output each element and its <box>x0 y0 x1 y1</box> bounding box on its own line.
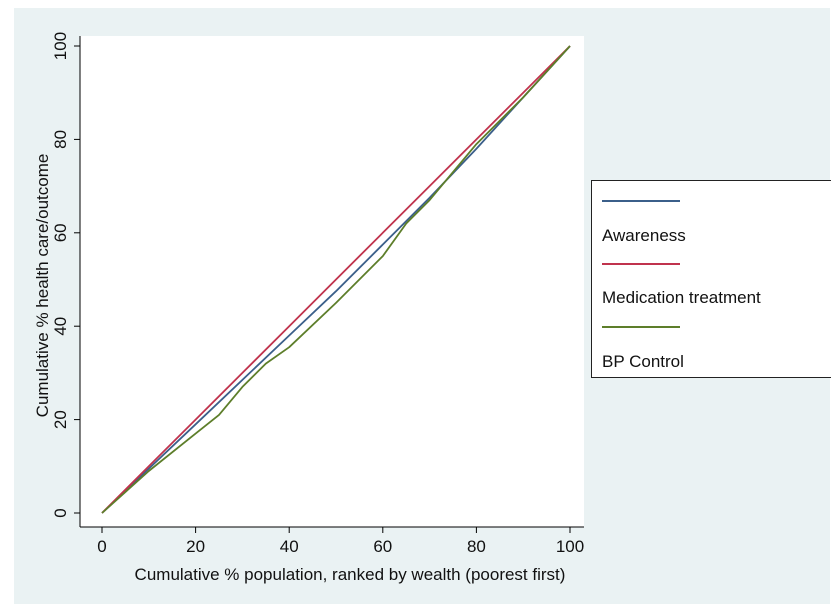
series-line-3 <box>101 45 571 514</box>
legend-swatch-1 <box>602 200 680 202</box>
legend: Awareness Medication treatment BP Contro… <box>591 180 831 378</box>
x-tick-label: 80 <box>467 537 486 556</box>
y-tick-label: 60 <box>51 223 70 242</box>
y-tick-label: 80 <box>51 130 70 149</box>
legend-label-awareness: Awareness <box>602 226 686 245</box>
y-tick-label: 20 <box>51 410 70 429</box>
x-tick-label: 60 <box>373 537 392 556</box>
legend-swatch-3 <box>602 326 680 328</box>
y-tick-label: 40 <box>51 317 70 336</box>
legend-swatch-2 <box>602 263 680 265</box>
y-tick-label: 100 <box>51 32 70 60</box>
series-line-1 <box>101 45 571 514</box>
x-axis-label: Cumulative % population, ranked by wealt… <box>135 565 566 584</box>
series-line-2 <box>101 45 571 514</box>
y-axis-label: Cumulative % health care/outcome <box>33 154 52 418</box>
x-tick-label: 40 <box>280 537 299 556</box>
x-tick-label: 100 <box>556 537 584 556</box>
legend-label-bp-control: BP Control <box>602 352 684 371</box>
y-tick-label: 0 <box>51 508 70 517</box>
x-tick-label: 0 <box>97 537 106 556</box>
plot-area <box>80 36 584 527</box>
legend-label-medication-treatment: Medication treatment <box>602 288 761 307</box>
x-tick-label: 20 <box>186 537 205 556</box>
